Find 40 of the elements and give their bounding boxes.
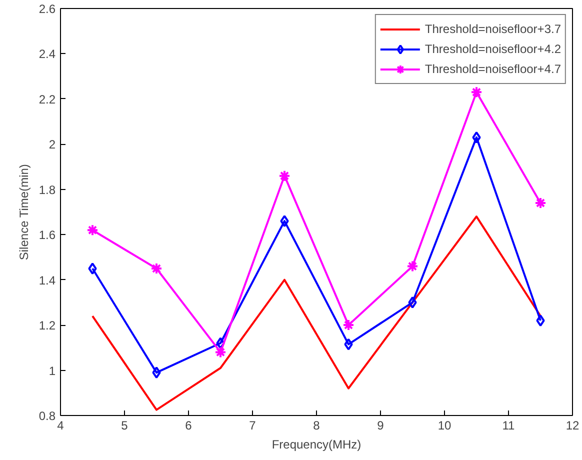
x-tick-label: 7 (249, 418, 256, 432)
point (344, 338, 353, 350)
x-tick-label: 11 (502, 418, 516, 432)
point (216, 337, 225, 350)
point (536, 314, 545, 327)
y-tick-label: 2.2 (38, 92, 56, 106)
point (470, 86, 482, 98)
x-tick-label: 10 (438, 418, 452, 432)
y-axis-title: Silence Time(min) (16, 164, 31, 260)
point (150, 262, 162, 275)
point (88, 262, 97, 275)
y-tick-label: 1.6 (38, 228, 56, 242)
y-tick-label: 0.8 (38, 409, 56, 423)
x-axis-title: Frequency(MHz) (272, 438, 362, 452)
legend-label: Threshold=noisefloor+4.2 (424, 42, 561, 56)
point (280, 215, 289, 228)
x-tick-label: 8 (313, 418, 320, 432)
y-tick-label: 1.8 (38, 182, 56, 197)
y-tick-label: 1.4 (38, 273, 56, 288)
y-tick-label: 2.6 (38, 2, 56, 16)
point (278, 170, 290, 182)
x-tick-label: 12 (566, 418, 580, 432)
point (472, 131, 481, 144)
point (534, 196, 546, 209)
x-tick-label: 9 (377, 418, 384, 432)
x-tick-label: 4 (57, 418, 64, 432)
y-tick-label: 2.4 (38, 47, 56, 62)
point (342, 319, 354, 332)
x-tick-label: 5 (121, 418, 128, 432)
legend-label: Threshold=noisefloor+3.7 (424, 22, 561, 36)
x-tick-label: 6 (185, 418, 192, 432)
point (408, 296, 417, 308)
point (152, 366, 161, 379)
y-tick-label: 1.2 (38, 318, 56, 333)
point (214, 346, 226, 358)
y-tick-label: 1 (48, 364, 56, 378)
point (406, 260, 418, 272)
legend-label: Threshold=noisefloor+4.7 (424, 62, 561, 76)
y-tick-label: 2 (48, 138, 56, 152)
point (86, 224, 98, 236)
